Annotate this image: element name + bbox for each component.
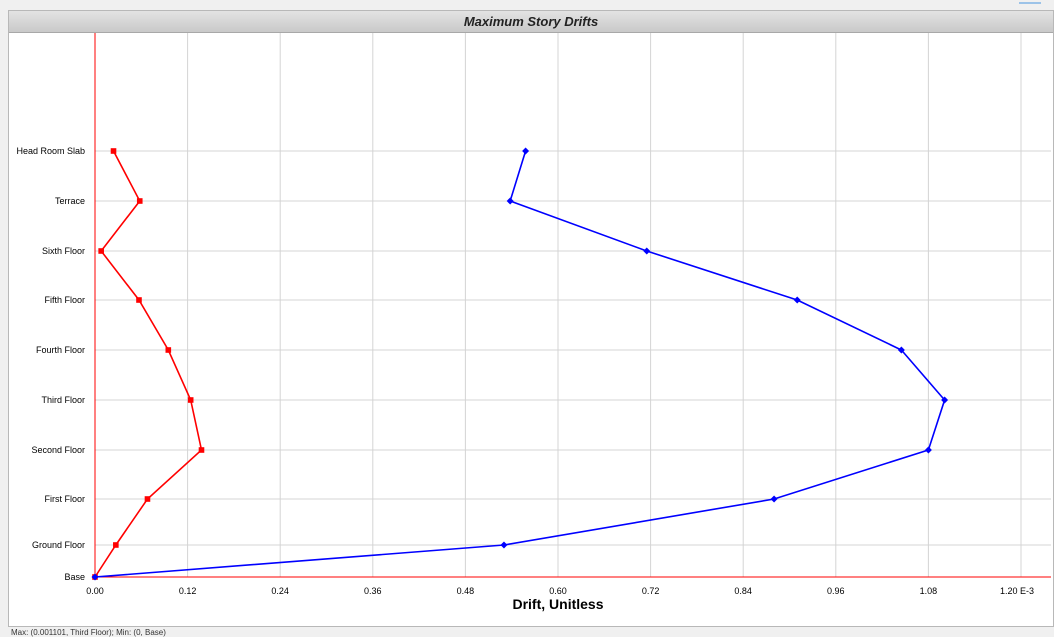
data-point [770,495,778,503]
x-tick-label: 0.24 [271,586,289,596]
x-tick-label: 0.72 [642,586,660,596]
series-line-2 [94,150,946,578]
x-tick-label: 0.00 [86,586,104,596]
data-point [165,347,172,353]
data-point [136,297,142,303]
y-tick-label: Fifth Floor [44,295,85,305]
x-tick-label: 1.08 [920,586,938,596]
data-point [793,296,801,304]
data-point [187,397,194,403]
data-point [500,541,508,549]
series [91,147,949,581]
y-tick-label: Sixth Floor [42,246,85,256]
data-point [113,542,119,548]
chart-title: Maximum Story Drifts [9,11,1053,33]
data-point [506,197,514,205]
x-tick-label: 0.96 [827,586,845,596]
x-tick-label: 1.20 E-3 [1000,586,1034,596]
y-tick-label: Base [64,572,85,582]
x-tick-label: 0.60 [549,586,567,596]
axes [94,33,1051,578]
chart-window: Maximum Story Drifts [8,10,1054,627]
data-point [144,496,151,502]
data-point [643,247,651,255]
y-tick-label: First Floor [45,494,86,504]
y-tick-label: Second Floor [31,445,85,455]
y-tick-label: Third Floor [41,395,85,405]
data-point [110,148,117,154]
status-bar: Max: (0.001101, Third Floor); Min: (0, B… [11,629,166,637]
data-point [924,446,932,454]
data-point [522,147,530,155]
x-axis-label: Drift, Unitless [512,596,603,612]
data-point [136,198,143,204]
data-point [98,248,104,254]
series-line-1 [94,150,203,578]
y-tick-label: Fourth Floor [36,345,85,355]
y-tick-label: Ground Floor [32,540,85,550]
y-tick-label: Terrace [55,196,85,206]
data-point [198,447,205,453]
x-tick-label: 0.36 [364,586,382,596]
window-accent-mark [1019,2,1041,4]
grid-lines [95,33,1051,577]
data-point [897,346,905,354]
x-tick-label: 0.12 [179,586,197,596]
x-tick-label: 0.84 [734,586,752,596]
data-point [91,573,99,581]
data-point [941,396,949,404]
y-tick-label: Head Room Slab [16,146,85,156]
tick-labels: 0.00 0.12 0.24 0.36 0.48 0.60 0.72 0.84 0.96 1.08… [16,146,1034,596]
x-tick-label: 0.48 [457,586,475,596]
